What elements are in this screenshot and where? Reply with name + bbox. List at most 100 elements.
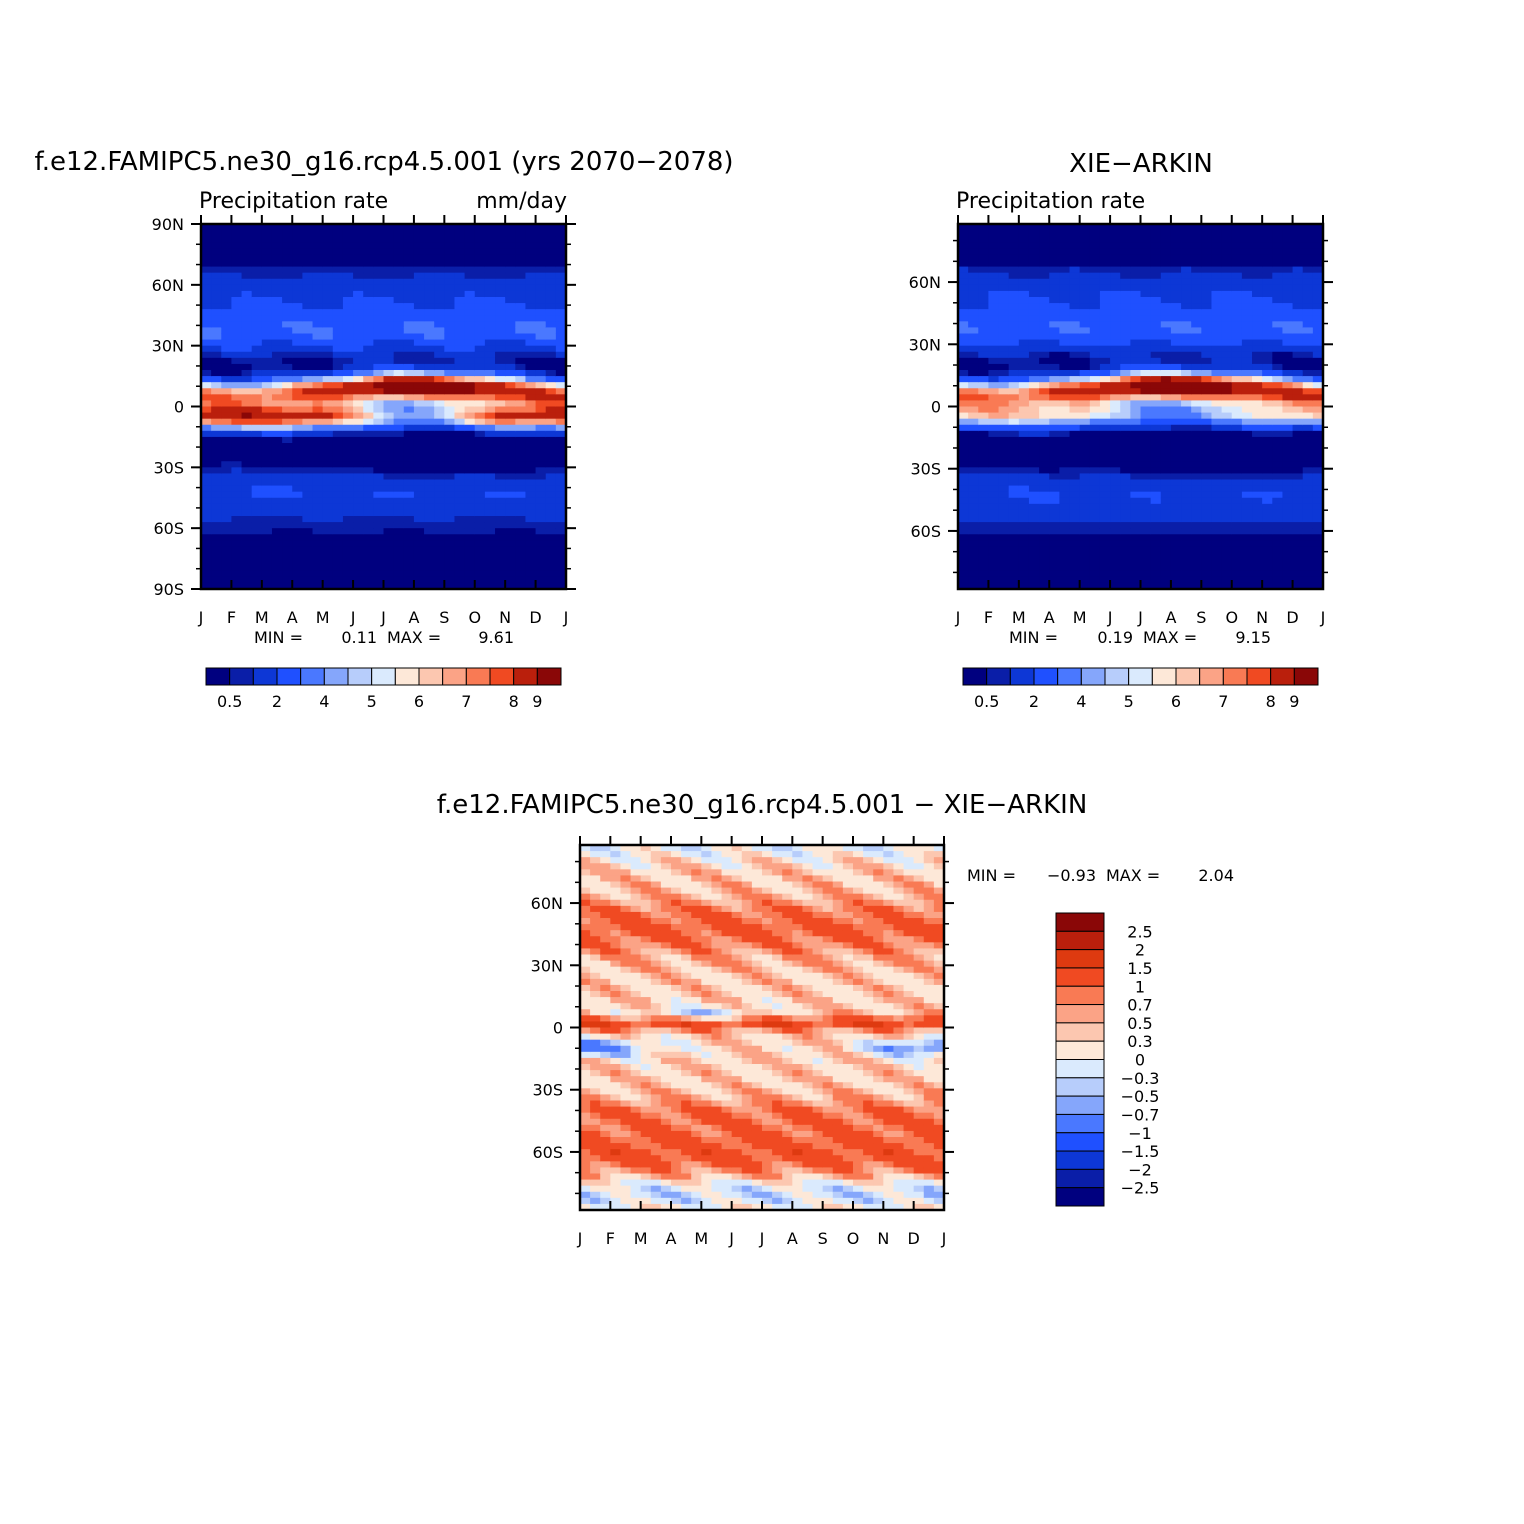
- heatmap-cell: [201, 509, 212, 517]
- heatmap-cell: [580, 1070, 591, 1077]
- heatmap-cell: [484, 418, 496, 426]
- heatmap-cell: [363, 516, 374, 523]
- heatmap-cell: [958, 254, 969, 262]
- heatmap-cell: [302, 509, 314, 517]
- heatmap-cell: [454, 248, 466, 256]
- heatmap-cell: [342, 357, 354, 365]
- heatmap-cell: [363, 467, 374, 475]
- heatmap-cell: [640, 991, 652, 998]
- heatmap-cell: [1120, 376, 1131, 383]
- heatmap-cell: [1110, 327, 1121, 335]
- heatmap-cell: [535, 230, 547, 237]
- heatmap-cell: [1150, 516, 1162, 523]
- heatmap-cell: [1211, 564, 1223, 572]
- heatmap-cell: [1110, 339, 1121, 347]
- heatmap-cell: [1211, 315, 1223, 322]
- heatmap-cell: [640, 1088, 652, 1096]
- heatmap-cell: [292, 254, 303, 262]
- heatmap-cell: [1221, 485, 1233, 493]
- heatmap-cell: [978, 582, 990, 590]
- heatmap-cell: [434, 266, 445, 274]
- heatmap-cell: [464, 540, 476, 548]
- heatmap-cell: [580, 1161, 591, 1169]
- heatmap-cell: [474, 260, 486, 268]
- heatmap-cell: [1252, 260, 1263, 268]
- heatmap-cell: [525, 546, 537, 554]
- heatmap-cell: [1140, 418, 1152, 426]
- heatmap-cell: [363, 290, 374, 298]
- heatmap-cell: [988, 564, 1000, 572]
- heatmap-cell: [978, 479, 990, 487]
- heatmap-cell: [555, 558, 567, 566]
- heatmap-cell: [1292, 430, 1304, 438]
- heatmap-cell: [590, 1197, 601, 1205]
- heatmap-cell: [1110, 309, 1121, 316]
- heatmap-cell: [1241, 546, 1253, 554]
- heatmap-cell: [958, 576, 969, 584]
- heatmap-cell: [1089, 582, 1101, 590]
- heatmap-cell: [292, 461, 303, 468]
- heatmap-cell: [424, 351, 435, 359]
- heatmap-cell: [231, 516, 243, 523]
- heatmap-cell: [424, 497, 435, 505]
- heatmap-cell: [1221, 467, 1233, 475]
- heatmap-cell: [495, 363, 506, 371]
- heatmap-cell: [201, 570, 212, 578]
- heatmap-cell: [1079, 321, 1091, 329]
- heatmap-cell: [322, 272, 334, 280]
- heatmap-cell: [978, 278, 990, 286]
- heatmap-cell: [1130, 576, 1142, 584]
- heatmap-cell: [1130, 467, 1142, 475]
- heatmap-cell: [231, 552, 243, 560]
- heatmap-cell: [413, 345, 425, 353]
- heatmap-cell: [1211, 370, 1223, 377]
- heatmap-cell: [211, 479, 222, 487]
- heatmap-cell: [424, 455, 435, 462]
- heatmap-cell: [535, 534, 547, 541]
- heatmap-cell: [292, 236, 303, 243]
- heatmap-cell: [610, 869, 622, 877]
- heatmap-cell: [201, 491, 212, 499]
- heatmap-cell: [998, 388, 1010, 395]
- heatmap-cell: [1262, 370, 1273, 377]
- heatmap-cell: [312, 449, 324, 456]
- heatmap-cell: [1008, 406, 1020, 414]
- heatmap-cell: [1262, 382, 1273, 389]
- heatmap-cell: [590, 1045, 601, 1053]
- heatmap-cell: [211, 552, 222, 560]
- heatmap-cell: [363, 479, 374, 487]
- heatmap-cell: [1282, 327, 1294, 335]
- heatmap-cell: [1099, 370, 1111, 377]
- heatmap-cell: [312, 351, 324, 359]
- heatmap-cell: [322, 333, 334, 341]
- heatmap-cell: [1181, 443, 1192, 450]
- heatmap-cell: [271, 321, 283, 329]
- heatmap-cell: [610, 1191, 622, 1199]
- heatmap-cell: [545, 503, 557, 511]
- heatmap-cell: [1252, 303, 1263, 310]
- heatmap-cell: [525, 309, 537, 316]
- heatmap-cell: [474, 278, 486, 286]
- heatmap-cell: [1252, 339, 1263, 347]
- heatmap-cell: [292, 522, 303, 529]
- heatmap-cell: [1028, 272, 1040, 280]
- heatmap-cell: [525, 509, 537, 517]
- heatmap-cell: [292, 528, 303, 535]
- heatmap-cell: [610, 1003, 622, 1010]
- heatmap-cell: [211, 455, 222, 462]
- heatmap-cell: [373, 248, 385, 256]
- heatmap-cell: [525, 522, 537, 529]
- colorbar-swatch: [962, 667, 988, 686]
- heatmap-cell: [312, 394, 324, 402]
- heatmap-cell: [434, 327, 445, 335]
- heatmap-cell: [1130, 297, 1142, 304]
- heatmap-cell: [393, 345, 405, 353]
- colorbar-swatch: [229, 667, 254, 686]
- heatmap-cell: [383, 266, 395, 274]
- heatmap-cell: [1191, 345, 1202, 353]
- x-tick-label: A: [1165, 608, 1176, 627]
- heatmap-cell: [630, 1185, 642, 1193]
- heatmap-cell: [1028, 412, 1040, 420]
- heatmap-cell: [1110, 290, 1121, 298]
- heatmap-cell: [393, 570, 405, 578]
